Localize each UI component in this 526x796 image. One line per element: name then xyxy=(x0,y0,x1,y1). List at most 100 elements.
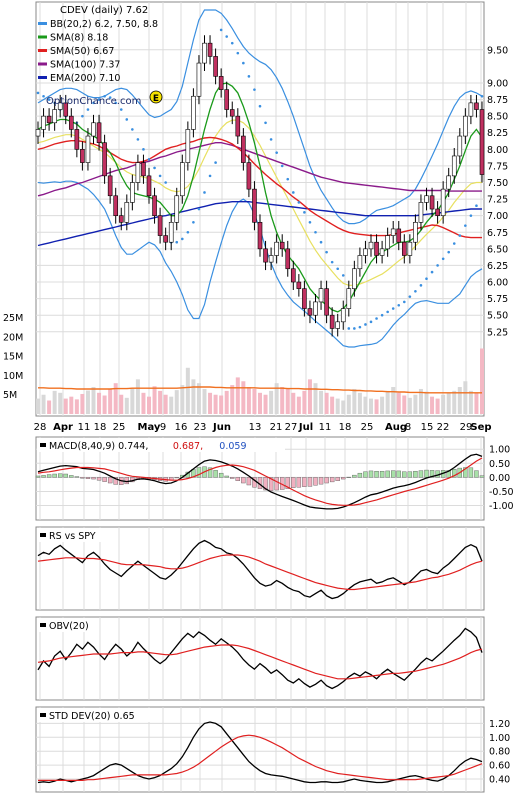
candle-body xyxy=(307,308,313,316)
volume-bar xyxy=(346,394,351,414)
legend-swatch xyxy=(38,62,47,66)
candle-body xyxy=(396,228,402,243)
psar-dot xyxy=(181,237,184,241)
psar-dot xyxy=(47,98,51,101)
macd-histogram-bar xyxy=(113,477,118,485)
x-tick-label: 28 xyxy=(34,422,47,433)
candle-body xyxy=(80,149,85,163)
candle-body xyxy=(252,188,257,223)
macd-histogram-bar xyxy=(313,477,318,486)
volume-bar xyxy=(402,395,407,414)
macd-histogram-bar xyxy=(174,477,179,479)
volume-bar xyxy=(113,383,118,414)
volume-bar xyxy=(180,385,185,414)
volume-bar xyxy=(36,398,40,414)
candle-body xyxy=(69,115,74,130)
psar-dot xyxy=(219,28,223,32)
std-tick-label: 0.80 xyxy=(489,747,510,758)
price-tick-label: 9.00 xyxy=(487,78,508,89)
macd-histogram-bar xyxy=(302,477,307,487)
candle-body xyxy=(246,162,252,190)
volume-bar xyxy=(452,390,457,414)
std-tick-label: 1.20 xyxy=(489,719,510,730)
volume-bar xyxy=(147,396,151,414)
candle-body xyxy=(118,215,124,223)
volume-bar xyxy=(385,390,390,414)
volume-bar xyxy=(91,387,96,414)
psar-dot xyxy=(164,181,167,184)
volume-bar xyxy=(457,387,462,414)
price-tick-label: 7.25 xyxy=(487,195,508,206)
psar-dot xyxy=(208,174,212,178)
volume-bar xyxy=(163,394,168,414)
psar-dot xyxy=(369,320,373,324)
macd-histogram-bar xyxy=(230,477,235,479)
legend-label: SMA(50) 6.67 xyxy=(50,46,114,57)
psar-dot xyxy=(408,295,412,298)
obv-label-swatch xyxy=(40,623,46,627)
volume-tick-label: 15M xyxy=(3,352,23,363)
macd-histogram-bar xyxy=(474,470,479,478)
candle-body xyxy=(196,62,202,97)
macd-histogram-bar xyxy=(218,472,224,478)
volume-bar xyxy=(152,386,157,414)
candle-body xyxy=(180,162,185,197)
psar-dot xyxy=(353,327,356,330)
psar-dot xyxy=(464,224,467,227)
volume-bar xyxy=(357,392,362,414)
candle-body xyxy=(357,255,363,270)
candle-body xyxy=(141,162,146,177)
x-tick-label: 25 xyxy=(113,422,126,433)
volume-tick-label: 10M xyxy=(3,371,23,382)
volume-bar xyxy=(130,387,135,414)
candle-body xyxy=(440,188,446,216)
macd-histogram-bar xyxy=(102,477,107,482)
macd-histogram-bar xyxy=(479,475,485,478)
macd-histogram-bar xyxy=(357,472,363,478)
candle-body xyxy=(363,248,368,256)
macd-histogram-bar xyxy=(368,470,374,478)
price-tick-label: 5.50 xyxy=(487,311,508,322)
macd-histogram-bar xyxy=(263,477,268,491)
chart-title: CDEV (daily) 7.62 xyxy=(60,5,148,16)
candle-body xyxy=(46,115,52,124)
candle-body xyxy=(35,129,41,137)
volume-bar xyxy=(391,387,396,414)
macd-histogram-bar xyxy=(346,476,351,478)
psar-dot xyxy=(469,214,473,217)
price-panel: 9.50 9.00 8.75 8.50 8.25 8.00 7.75 7.50 7.25 7.00… xyxy=(3,9,508,414)
candle-body xyxy=(324,288,329,316)
macd-histogram-bar xyxy=(69,475,74,478)
legend-swatch xyxy=(38,76,47,79)
volume-bar xyxy=(269,390,274,414)
candle-body xyxy=(285,248,291,270)
price-tick-label: 7.75 xyxy=(487,161,508,172)
panel-std: 1.20 1.00 0.80 0.60 0.40 STD DEV(20) 0.65 xyxy=(36,708,510,786)
sma50-line xyxy=(37,136,482,239)
candle-body xyxy=(163,235,168,243)
volume-bar xyxy=(418,388,423,414)
candle-body xyxy=(85,135,91,163)
price-tick-label: 8.00 xyxy=(487,145,508,156)
legend-label: EMA(200) 7.10 xyxy=(50,73,120,84)
volume-bar xyxy=(124,397,129,414)
psar-dot xyxy=(391,307,395,310)
price-tick-label: 7.00 xyxy=(487,211,508,222)
macd-tick-label: -0.50 xyxy=(489,487,514,498)
bb-upper-line xyxy=(37,9,483,225)
x-tick-label: 18 xyxy=(339,422,352,433)
panel-frame-obv xyxy=(35,616,485,701)
macd-series-line xyxy=(37,457,483,506)
macd-value-label: 0.059 xyxy=(219,441,246,452)
panel-rs: RS vs SPY xyxy=(37,528,483,600)
psar-dot xyxy=(175,240,179,244)
candle-body xyxy=(113,195,118,216)
candle-body xyxy=(479,109,485,175)
volume-bar xyxy=(363,396,368,414)
macd-histogram-bar xyxy=(268,477,274,491)
std-series-line xyxy=(38,734,483,781)
psar-dot xyxy=(397,303,401,307)
x-tick-label: May xyxy=(138,422,161,433)
psar-dot xyxy=(419,284,423,287)
